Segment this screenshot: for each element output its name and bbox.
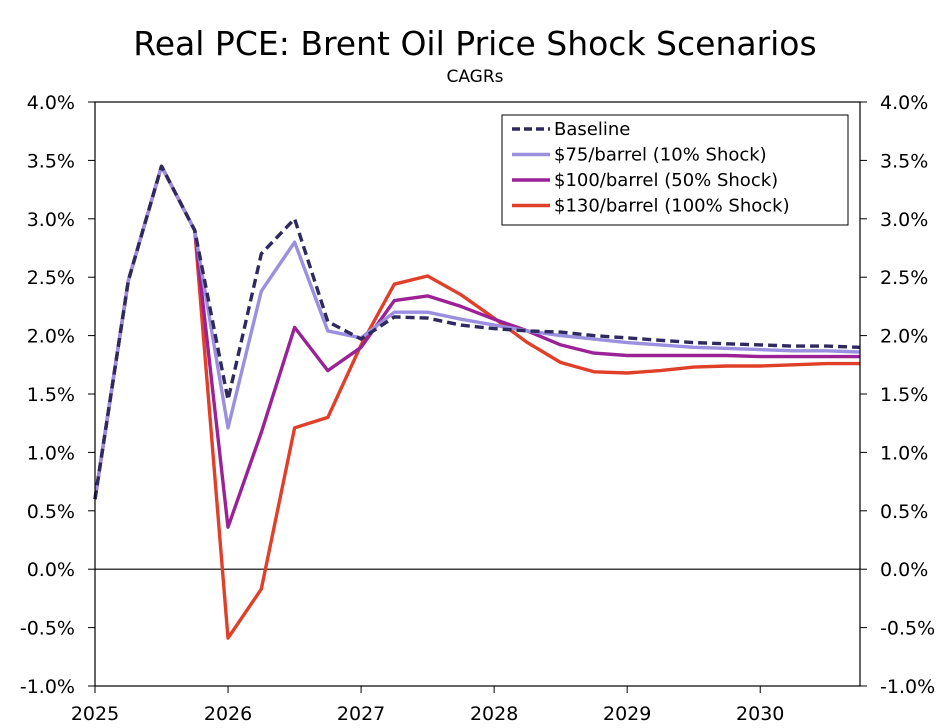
y-tick-label-right: 3.5% [880, 150, 928, 172]
x-tick-label: 2029 [603, 703, 651, 725]
y-tick-label-right: -0.5% [880, 618, 935, 640]
series-line-1 [93, 164, 861, 500]
y-tick-label-right: 0.0% [880, 559, 928, 581]
x-tick-label: 2025 [71, 703, 119, 725]
x-tick-label: 2026 [204, 703, 252, 725]
x-tick-label: 2027 [337, 703, 385, 725]
y-tick-label-left: 3.5% [27, 150, 75, 172]
y-tick-label-left: -1.0% [20, 676, 75, 698]
y-tick-label-left: -0.5% [20, 618, 75, 640]
x-tick-label: 2030 [736, 703, 784, 725]
x-tick-label: 2028 [470, 703, 518, 725]
series-line-3 [93, 164, 860, 640]
y-tick-label-right: 2.0% [880, 326, 928, 348]
legend-label-3: $130/barrel (100% Shock) [554, 196, 790, 217]
y-tick-label-right: 3.0% [880, 209, 928, 231]
y-tick-label-right: 1.0% [880, 442, 928, 464]
chart-subtitle: CAGRs [446, 67, 503, 87]
y-tick-label-left: 0.0% [27, 559, 75, 581]
y-tick-label-left: 2.5% [27, 267, 75, 289]
y-tick-label-right: 0.5% [880, 501, 928, 523]
y-tick-label-right: 1.5% [880, 384, 928, 406]
y-tick-label-right: 2.5% [880, 267, 928, 289]
y-tick-label-right: -1.0% [880, 676, 935, 698]
series-line-0 [93, 164, 861, 500]
legend-label-1: $75/barrel (10% Shock) [554, 145, 767, 166]
y-tick-label-right: 4.0% [880, 92, 928, 114]
legend: Baseline $75/barrel (10% Shock) $100/barre… [501, 114, 849, 226]
y-tick-label-left: 2.0% [27, 326, 75, 348]
legend-label-0: Baseline [554, 119, 630, 140]
series-line-2 [93, 164, 860, 529]
y-tick-label-left: 4.0% [27, 92, 75, 114]
y-tick-label-left: 1.0% [27, 442, 75, 464]
y-tick-label-left: 3.0% [27, 209, 75, 231]
y-tick-label-left: 0.5% [27, 501, 75, 523]
legend-label-2: $100/barrel (50% Shock) [554, 170, 778, 191]
legend-box [501, 114, 849, 226]
chart-title: Real PCE: Brent Oil Price Shock Scenario… [133, 24, 816, 63]
y-tick-label-left: 1.5% [27, 384, 75, 406]
